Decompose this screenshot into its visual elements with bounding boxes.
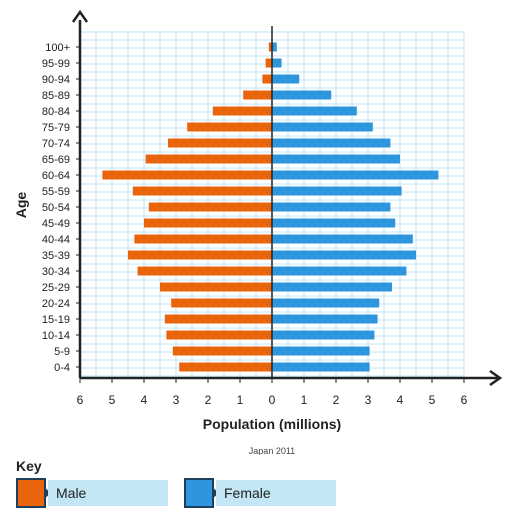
y-tick-label: 30-34 — [42, 266, 70, 278]
female-bar — [272, 330, 375, 340]
x-tick-label: 2 — [333, 393, 340, 407]
female-bar — [272, 202, 391, 212]
male-bar — [262, 74, 272, 84]
male-bar — [168, 138, 272, 148]
female-bar — [272, 266, 407, 276]
x-axis-title: Population (millions) — [203, 416, 341, 432]
x-axis-arrow-icon — [489, 369, 503, 387]
female-bar — [272, 346, 370, 356]
female-bar — [272, 170, 439, 180]
female-bar — [272, 90, 332, 100]
female-bar — [272, 154, 400, 164]
x-tick-label: 4 — [141, 393, 148, 407]
y-tick-label: 10-14 — [42, 330, 70, 342]
male-bar — [166, 330, 272, 340]
female-bar — [272, 298, 380, 308]
female-bar — [272, 218, 396, 228]
y-tick-label: 50-54 — [42, 202, 70, 214]
y-tick-label: 65-69 — [42, 154, 70, 166]
y-tick-label: 100+ — [45, 42, 70, 54]
male-bar — [128, 250, 272, 260]
x-tick-label: 3 — [365, 393, 372, 407]
x-tick-label: 1 — [301, 393, 308, 407]
x-tick-label: 5 — [109, 393, 116, 407]
male-swatch — [16, 478, 46, 508]
male-bar — [132, 186, 272, 196]
female-bar — [272, 250, 416, 260]
y-tick-label: 55-59 — [42, 186, 70, 198]
y-tick-label: 25-29 — [42, 282, 70, 294]
male-bar — [268, 42, 272, 52]
male-pointer-icon — [44, 487, 51, 499]
y-tick-label: 20-24 — [42, 298, 70, 310]
female-bar — [272, 362, 370, 372]
male-bar — [145, 154, 272, 164]
x-tick-label: 1 — [237, 393, 244, 407]
x-tick-label: 4 — [397, 393, 404, 407]
x-tick-label: 3 — [173, 393, 180, 407]
y-tick-label: 70-74 — [42, 138, 70, 150]
y-tick-label: 0-4 — [54, 362, 70, 374]
x-tick-label: 6 — [77, 393, 84, 407]
y-tick-label: 75-79 — [42, 122, 70, 134]
male-bar — [172, 346, 272, 356]
y-tick-label: 85-89 — [42, 90, 70, 102]
female-bar — [272, 234, 413, 244]
female-bar — [272, 122, 373, 132]
male-label: Male — [48, 480, 168, 506]
y-tick-label: 5-9 — [54, 346, 70, 358]
male-bar — [243, 90, 272, 100]
y-tick-label: 45-49 — [42, 218, 70, 230]
y-tick-label: 15-19 — [42, 314, 70, 326]
male-bar — [187, 122, 272, 132]
y-tick-label: 90-94 — [42, 74, 70, 86]
y-tick-label: 95-99 — [42, 58, 70, 70]
male-bar — [265, 58, 272, 68]
male-bar — [212, 106, 272, 116]
female-bar — [272, 314, 378, 324]
x-tick-label: 2 — [205, 393, 212, 407]
female-bar — [272, 282, 392, 292]
male-bar — [160, 282, 272, 292]
y-axis-arrow-icon — [71, 9, 89, 23]
female-bar — [272, 58, 282, 68]
chart-axes — [71, 9, 503, 387]
female-pointer-icon — [212, 487, 219, 499]
male-bar — [137, 266, 272, 276]
male-bar — [171, 298, 272, 308]
male-bar — [144, 218, 272, 228]
female-bar — [272, 106, 357, 116]
key-title: Key — [16, 458, 42, 474]
x-tick-label: 0 — [269, 393, 276, 407]
male-bar — [164, 314, 272, 324]
y-tick-label: 35-39 — [42, 250, 70, 262]
male-bar — [102, 170, 273, 180]
y-axis-title: Age — [13, 192, 29, 219]
female-bar — [272, 138, 391, 148]
chart-bars — [102, 42, 439, 372]
y-tick-label: 80-84 — [42, 106, 70, 118]
female-swatch — [184, 478, 214, 508]
male-bar — [148, 202, 272, 212]
chart-caption: Japan 2011 — [249, 446, 295, 455]
female-bar — [272, 186, 402, 196]
y-tick-label: 40-44 — [42, 234, 70, 246]
x-tick-label: 6 — [461, 393, 468, 407]
chart-labels: 100+ 95-99 90-94 85-89 80-84 75-79 70-74 65-69 6… — [42, 42, 468, 407]
male-bar — [179, 362, 272, 372]
female-bar — [272, 74, 300, 84]
x-tick-label: 5 — [429, 393, 436, 407]
population-pyramid-chart: 100+ 95-99 90-94 85-89 80-84 75-79 70-74 65-69 6… — [13, 9, 503, 455]
female-bar — [272, 42, 277, 52]
female-label: Female — [216, 480, 336, 506]
y-tick-label: 60-64 — [42, 170, 70, 182]
male-bar — [134, 234, 272, 244]
